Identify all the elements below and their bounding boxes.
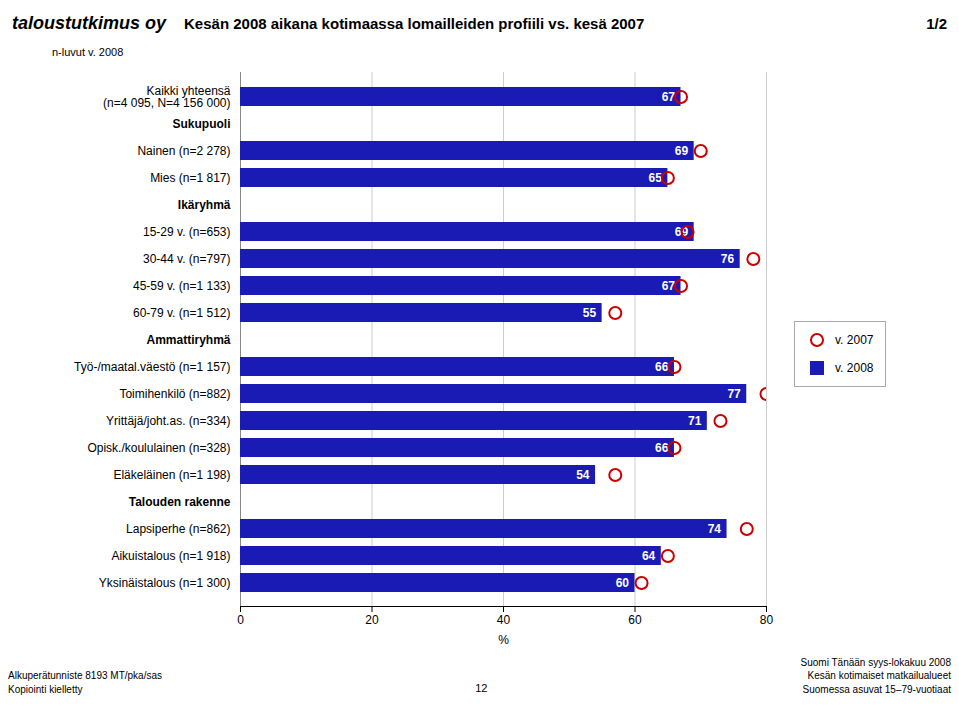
svg-text:Työ-/maatal.väestö (n=1 157): Työ-/maatal.väestö (n=1 157): [74, 360, 230, 374]
svg-text:66: 66: [655, 360, 669, 374]
html-text:1/2: 1/2: [926, 14, 947, 32]
svg-text:67: 67: [662, 279, 676, 293]
svg-text:74: 74: [708, 522, 722, 536]
svg-text:0: 0: [237, 613, 244, 627]
svg-text:Eläkeläinen (n=1 198): Eläkeläinen (n=1 198): [113, 468, 230, 482]
svg-text:80: 80: [760, 613, 774, 627]
svg-text:20: 20: [365, 613, 379, 627]
svg-text:15-29 v. (n=653): 15-29 v. (n=653): [143, 225, 231, 239]
svg-text:Mies (n=1 817): Mies (n=1 817): [150, 171, 230, 185]
svg-text:71: 71: [688, 414, 702, 428]
svg-text:40: 40: [497, 613, 511, 627]
svg-text:Yrittäjä/joht.as. (n=334): Yrittäjä/joht.as. (n=334): [106, 414, 230, 428]
svg-text:66: 66: [655, 441, 669, 455]
svg-text:Sukupuoli: Sukupuoli: [173, 117, 231, 131]
svg-text:77: 77: [727, 387, 741, 401]
svg-text:69: 69: [674, 224, 689, 239]
svg-text:60: 60: [628, 613, 642, 627]
html-text:Suomi Tänään syys-lokakuu 2008: Suomi Tänään syys-lokakuu 2008: [800, 656, 951, 668]
svg-text:Opisk./koululainen (n=328): Opisk./koululainen (n=328): [87, 441, 230, 455]
svg-text:65: 65: [649, 171, 663, 185]
html-text:Kesän 2008 aikana kotimaassa l: Kesän 2008 aikana kotimaassa lomailleide…: [184, 14, 645, 32]
svg-text:60-79 v. (n=1 512): 60-79 v. (n=1 512): [133, 306, 231, 320]
svg-text:Ammattiryhmä: Ammattiryhmä: [146, 333, 230, 347]
html-text:taloustutkimus oy: taloustutkimus oy: [12, 12, 166, 33]
svg-text:Yksinäistalous (n=1 300): Yksinäistalous (n=1 300): [99, 576, 231, 590]
svg-text:55: 55: [583, 306, 597, 320]
html-text:Alkuperätunniste 8193 MT/pka/s: Alkuperätunniste 8193 MT/pka/sas: [8, 670, 162, 681]
svg-text:60: 60: [616, 576, 630, 590]
svg-text:%: %: [498, 633, 509, 647]
svg-text:69: 69: [675, 144, 689, 158]
html-text:12: 12: [475, 682, 488, 695]
svg-text:76: 76: [721, 252, 735, 266]
svg-text:Talouden rakenne: Talouden rakenne: [129, 495, 231, 509]
html-text:n-luvut v. 2008: n-luvut v. 2008: [52, 46, 124, 58]
html-text:Kesän kotimaiset matkailualuee: Kesän kotimaiset matkailualueet: [807, 670, 951, 681]
html-text:Kopiointi kielletty: Kopiointi kielletty: [8, 683, 83, 695]
svg-text:45-59 v. (n=1 133): 45-59 v. (n=1 133): [133, 279, 231, 293]
svg-text:54: 54: [576, 468, 590, 482]
svg-text:Kaikki yhteensä(n=4 095, N=4 1: Kaikki yhteensä(n=4 095, N=4 156 000): [103, 84, 231, 110]
html-text:v. 2007: v. 2007: [835, 333, 874, 347]
svg-text:30-44 v. (n=797): 30-44 v. (n=797): [143, 252, 231, 266]
svg-text:Toimihenkilö (n=882): Toimihenkilö (n=882): [119, 387, 230, 401]
svg-text:Lapsiperhe (n=862): Lapsiperhe (n=862): [126, 522, 230, 536]
svg-text:Nainen (n=2 278): Nainen (n=2 278): [137, 144, 230, 158]
svg-text:67: 67: [662, 90, 676, 104]
html-text:v. 2008: v. 2008: [835, 361, 874, 375]
svg-text:Aikuistalous (n=1 918): Aikuistalous (n=1 918): [111, 549, 230, 563]
svg-text:64: 64: [642, 549, 656, 563]
html-text:Suomessa asuvat 15–79-vuotiaat: Suomessa asuvat 15–79-vuotiaat: [802, 683, 951, 695]
svg-text:Ikäryhmä: Ikäryhmä: [178, 198, 231, 212]
